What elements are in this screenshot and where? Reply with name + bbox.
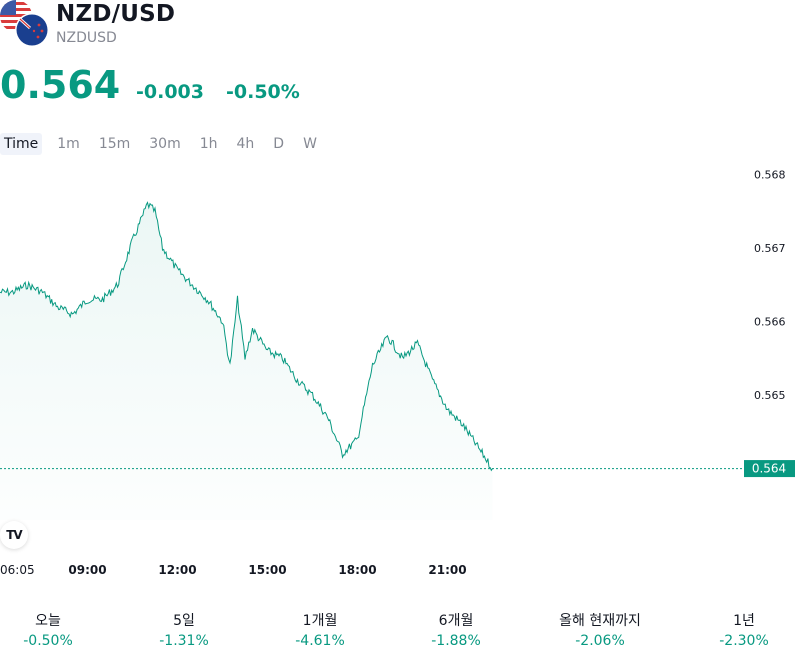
x-tick-label: 06:05 (0, 563, 35, 577)
tab-1h[interactable]: 1h (199, 136, 218, 152)
y-tick-label: 0.565 (754, 389, 786, 402)
tab-1m[interactable]: 1m (57, 136, 80, 152)
perf-label: 1개월 (302, 613, 338, 629)
perf-label: 1년 (733, 613, 755, 629)
perf-value: -0.50% (23, 633, 73, 649)
perf-label: 올해 현재까지 (559, 613, 641, 629)
perf-value: -1.88% (431, 633, 481, 649)
perf-today[interactable]: 오늘 -0.50% (0, 610, 118, 649)
last-price-label: 0.564 (752, 462, 786, 476)
perf-value: -1.31% (159, 633, 209, 649)
interval-tabs: Time 1m 15m 30m 1h 4h D W (0, 132, 332, 156)
price-change-percent: -0.50% (226, 81, 300, 103)
perf-1y[interactable]: 1년 -2.30% (674, 610, 800, 649)
tab-30m[interactable]: 30m (149, 136, 181, 152)
perf-value: -2.30% (719, 633, 769, 649)
last-price-badge: 0.564 (744, 460, 795, 478)
tab-4h[interactable]: 4h (236, 136, 255, 152)
perf-5d[interactable]: 5일 -1.31% (114, 610, 254, 649)
nz-flag-icon (15, 13, 49, 47)
perf-value: -4.61% (295, 633, 345, 649)
price-area-fill (0, 202, 493, 520)
y-tick-label: 0.566 (754, 316, 786, 329)
perf-label: 6개월 (438, 613, 474, 629)
symbol-title: NZD/USD (56, 1, 176, 27)
x-tick-label: 09:00 (68, 563, 106, 577)
x-tick-label: 12:00 (158, 563, 196, 577)
y-tick-label: 0.568 (754, 169, 786, 182)
x-axis: 06:05 09:00 12:00 15:00 18:00 21:00 (0, 563, 467, 577)
perf-1m[interactable]: 1개월 -4.61% (250, 610, 390, 649)
tab-15m[interactable]: 15m (98, 136, 131, 152)
perf-label: 오늘 (35, 613, 61, 629)
y-axis: 0.568 0.567 0.566 0.565 0.564 (754, 169, 786, 476)
price-change-absolute: -0.003 (136, 81, 204, 103)
symbol-ticker: NZDUSD (56, 30, 117, 46)
currency-flags (0, 0, 49, 47)
y-tick-label: 0.567 (754, 242, 786, 255)
perf-6m[interactable]: 6개월 -1.88% (386, 610, 526, 649)
price-line (0, 201, 493, 472)
x-tick-label: 18:00 (338, 563, 376, 577)
perf-value: -2.06% (575, 633, 625, 649)
tradingview-logo[interactable]: TV (0, 521, 28, 549)
tab-time[interactable]: Time (0, 133, 43, 155)
perf-ytd[interactable]: 올해 현재까지 -2.06% (530, 610, 670, 649)
tab-w[interactable]: W (303, 136, 317, 152)
last-price: 0.564 (0, 63, 121, 107)
tab-d[interactable]: D (273, 136, 285, 152)
perf-label: 5일 (173, 613, 195, 629)
tradingview-logo-icon: TV (6, 528, 23, 542)
price-chart[interactable]: 0.568 0.567 0.566 0.565 0.564 06:05 09:00 12:0… (0, 160, 800, 580)
x-tick-label: 21:00 (428, 563, 466, 577)
performance-strip: 오늘 -0.50% 5일 -1.31% 1개월 -4.61% 6개월 -1.88… (0, 610, 800, 650)
x-tick-label: 15:00 (248, 563, 286, 577)
